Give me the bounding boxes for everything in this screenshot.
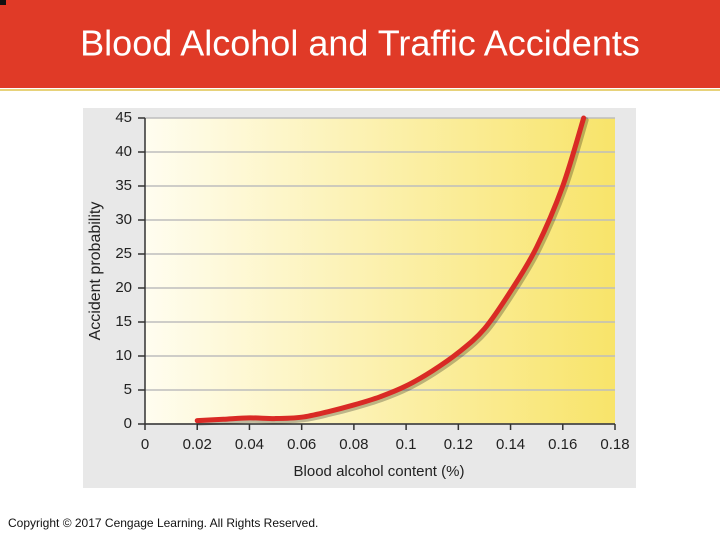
- x-tick-label: 0.14: [496, 436, 525, 453]
- y-tick-label: 30: [115, 211, 132, 228]
- chart: 0 5 10 15 20 25 30 35 40 45 0 0.02 0.04 0.06 0.08 0.1 0.…: [115, 109, 629, 453]
- data-line: [194, 115, 587, 424]
- corner-mark: [0, 0, 6, 5]
- x-tick-label: 0.04: [235, 436, 264, 453]
- x-tick-label: 0.12: [444, 436, 473, 453]
- y-tick-label: 15: [115, 313, 132, 330]
- y-tick-label: 0: [124, 415, 132, 432]
- x-tick-label: 0: [141, 436, 149, 453]
- y-tick-label: 40: [115, 143, 132, 160]
- y-tick-label: 20: [115, 279, 132, 296]
- y-axis-label: Accident probability: [87, 202, 104, 341]
- y-tick-label: 45: [115, 109, 132, 126]
- copyright: Copyright © 2017 Cengage Learning. All R…: [8, 516, 318, 530]
- y-tick-label: 25: [115, 245, 132, 262]
- x-tick-label: 0.06: [287, 436, 316, 453]
- x-tick-label: 0.1: [396, 436, 417, 453]
- y-tick-label: 10: [115, 347, 132, 364]
- x-tick-label: 0.08: [339, 436, 368, 453]
- y-tick-label: 5: [124, 381, 132, 398]
- header-bar: [0, 0, 720, 88]
- x-tick-label: 0.18: [600, 436, 629, 453]
- plot-area: [145, 118, 615, 424]
- x-tick-label: 0.16: [548, 436, 577, 453]
- x-axis-label: Blood alcohol content (%): [294, 463, 465, 480]
- y-tick-label: 35: [115, 177, 132, 194]
- slide-title: Blood Alcohol and Traffic Accidents: [80, 23, 640, 64]
- x-tick-label: 0.02: [183, 436, 212, 453]
